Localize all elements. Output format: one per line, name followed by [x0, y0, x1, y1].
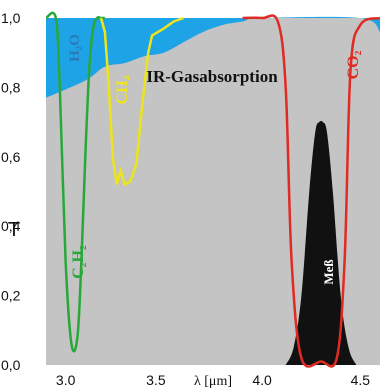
y-tick-label: 1,0 [1, 10, 21, 26]
x-tick-label: 4.0 [252, 372, 272, 388]
c2h2-label: C₂H₂ [70, 245, 87, 279]
x-axis-label: λ [μm] [194, 374, 232, 389]
y-tick-label: 0,8 [1, 79, 21, 95]
co2-line [242, 14, 381, 368]
co2-label: CO₂ [345, 50, 362, 79]
x-tick-label: 3.0 [56, 372, 76, 388]
chart-title: IR-Gasabsorption [146, 67, 278, 86]
y-axis-label: T [8, 219, 20, 241]
ch4-label: CH₄ [114, 75, 131, 104]
y-tick-label: 0,2 [1, 288, 21, 304]
y-tick-label: 0,4 [1, 218, 21, 234]
h2o-label: H₂O [67, 34, 83, 62]
x-tick-label: 3.5 [146, 372, 166, 388]
c2h2-line [45, 11, 105, 353]
h2o-absorption-band [46, 16, 380, 98]
y-tick-label: 0,6 [1, 149, 21, 165]
ch4-line [99, 16, 184, 187]
x-tick-label: 4.5 [351, 372, 371, 388]
y-tick-label: 0,0 [1, 357, 21, 373]
mess-label: Meß [321, 259, 336, 284]
mess-filter-area [285, 120, 357, 365]
